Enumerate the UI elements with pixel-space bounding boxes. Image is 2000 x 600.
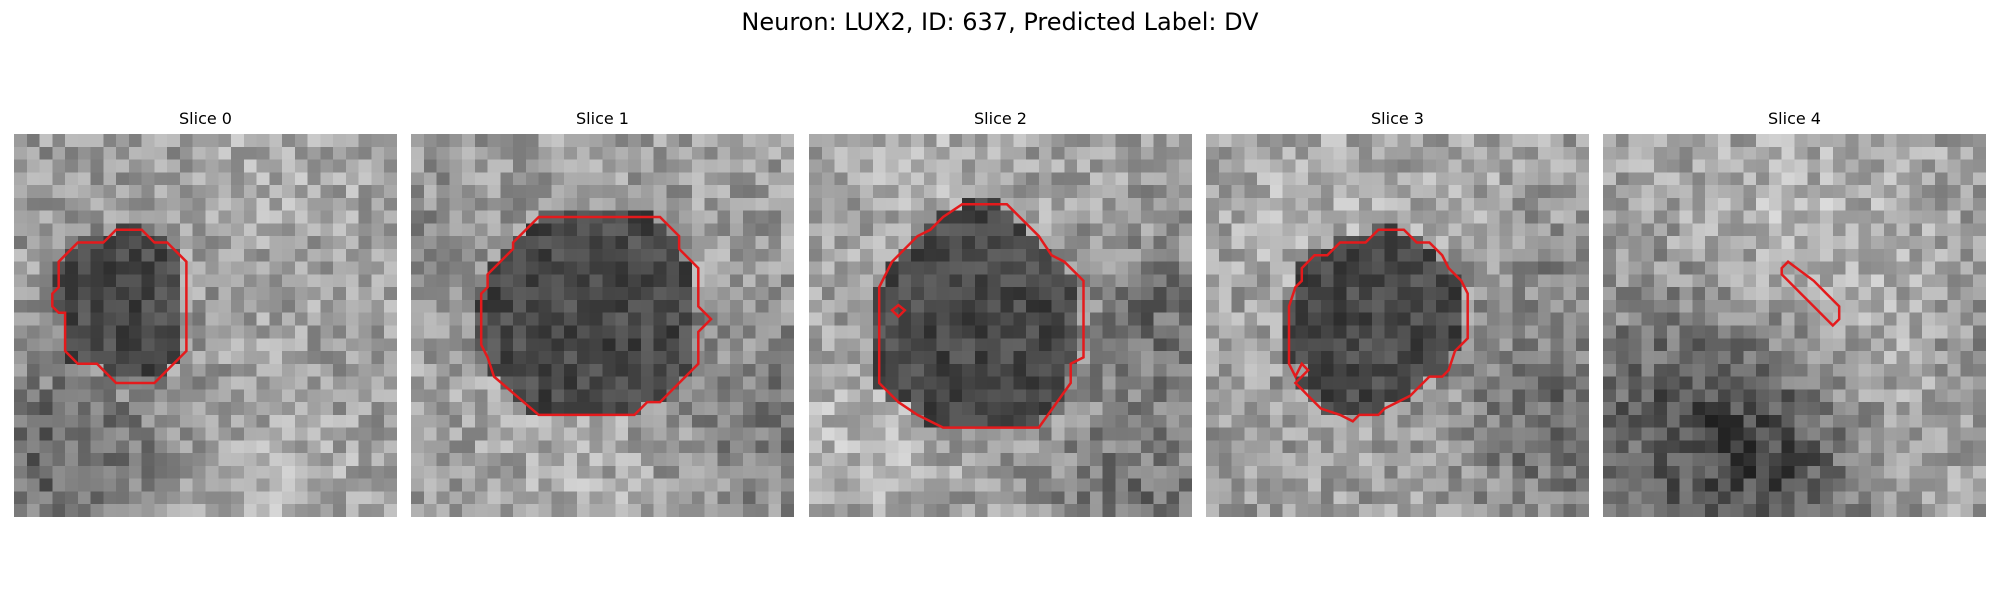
- slice-image: [411, 134, 794, 517]
- contour-overlay: [877, 202, 1085, 429]
- slice-title: Slice 0: [179, 109, 232, 128]
- slice-title: Slice 2: [974, 109, 1027, 128]
- slice-title: Slice 3: [1371, 109, 1424, 128]
- roi-contour: [51, 228, 188, 385]
- slice-title: Slice 4: [1768, 109, 1821, 128]
- slice-title: Slice 1: [576, 109, 629, 128]
- figure-title: Neuron: LUX2, ID: 637, Predicted Label: …: [741, 8, 1259, 36]
- roi-contour-fragment: [890, 303, 907, 319]
- slice-image: [1206, 134, 1589, 517]
- contour-overlay: [1287, 228, 1469, 423]
- roi-contour: [877, 202, 1085, 429]
- roi-contour: [1287, 228, 1469, 423]
- slice-image: [14, 134, 397, 517]
- contour-overlay: [479, 215, 713, 417]
- contour-overlay: [51, 228, 188, 385]
- roi-contour: [479, 215, 713, 417]
- slice-image: [809, 134, 1192, 517]
- contour-overlay: [1780, 260, 1841, 328]
- roi-contour: [1780, 260, 1841, 328]
- slice-image: [1603, 134, 1986, 517]
